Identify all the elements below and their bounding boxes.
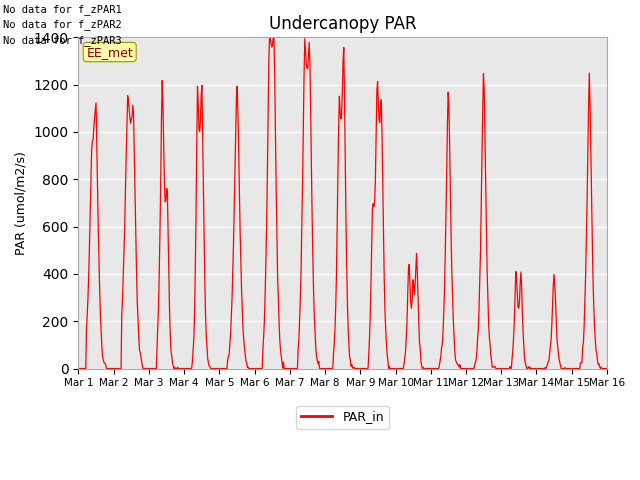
Y-axis label: PAR (umol/m2/s): PAR (umol/m2/s) [15, 151, 28, 255]
Text: EE_met: EE_met [86, 46, 133, 59]
Title: Undercanopy PAR: Undercanopy PAR [269, 15, 417, 33]
Text: No data for f_zPAR2: No data for f_zPAR2 [3, 19, 122, 30]
Text: No data for f_zPAR3: No data for f_zPAR3 [3, 35, 122, 46]
Legend: PAR_in: PAR_in [296, 406, 389, 429]
Text: No data for f_zPAR1: No data for f_zPAR1 [3, 4, 122, 15]
